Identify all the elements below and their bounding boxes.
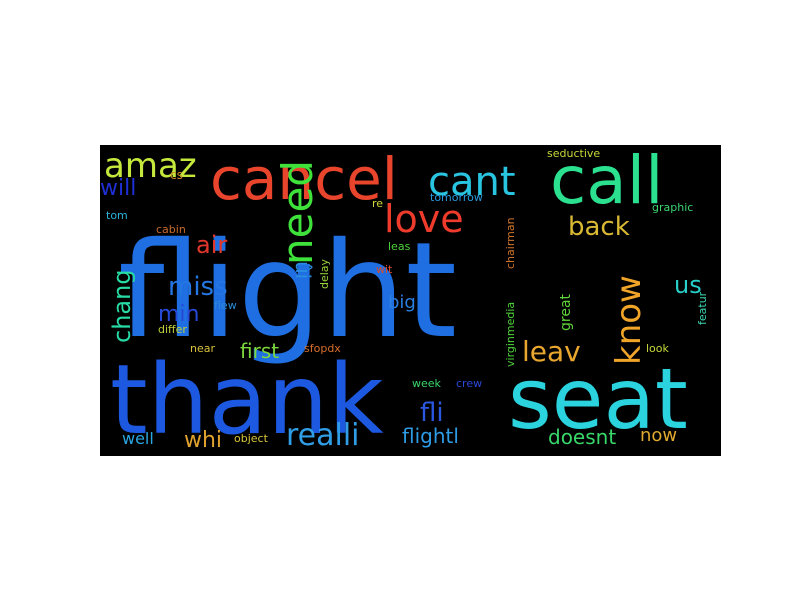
word-cancel: cancel bbox=[210, 145, 398, 213]
word-seductive: seductive bbox=[547, 147, 600, 160]
word-great: great bbox=[558, 293, 574, 331]
word-flight: flight bbox=[118, 214, 457, 368]
word-cloud: flight thank seat cancel call cant need love ama… bbox=[100, 145, 721, 456]
word-sfopdx: sfopdx bbox=[304, 342, 341, 355]
word-doesnt: doesnt bbox=[548, 425, 616, 449]
word-re: re bbox=[372, 197, 383, 210]
word-object: object bbox=[234, 432, 269, 445]
word-flightl: flightl bbox=[402, 424, 459, 448]
word-near: near bbox=[190, 342, 215, 355]
word-delay: delay bbox=[318, 258, 331, 289]
word-differ: differ bbox=[158, 323, 187, 336]
word-cant: cant bbox=[428, 159, 516, 205]
word-i: ûi bbox=[291, 261, 315, 279]
word-fli: fli bbox=[420, 398, 444, 428]
word-wit: wit bbox=[376, 263, 393, 276]
word-love: love bbox=[384, 197, 464, 241]
word-big: big bbox=[388, 292, 416, 313]
word-graphic: graphic bbox=[652, 201, 693, 214]
word-realli: realli bbox=[286, 418, 360, 453]
word-air: air bbox=[196, 231, 227, 259]
word-cloud-background bbox=[100, 145, 721, 456]
word-need: need bbox=[273, 160, 322, 265]
word-cabin: cabin bbox=[156, 223, 186, 236]
word-featur: featur bbox=[696, 291, 709, 325]
word-leas: leas bbox=[388, 240, 411, 253]
word-miss: miss bbox=[168, 272, 228, 302]
word-look: look bbox=[646, 342, 670, 355]
word-first: first bbox=[240, 339, 279, 363]
word-chairman: chairman bbox=[504, 217, 517, 269]
word-virginmedia: virginmedia bbox=[504, 302, 517, 367]
word-chang: chang bbox=[108, 269, 136, 343]
word-call: call bbox=[550, 145, 663, 219]
word-crew: crew bbox=[456, 377, 482, 390]
word-tom: tom bbox=[106, 209, 128, 222]
word-week: week bbox=[412, 377, 442, 390]
word-tomorrow: tomorrow bbox=[430, 191, 483, 204]
word-flew: flew bbox=[214, 299, 237, 312]
word-cs: cs bbox=[170, 168, 183, 182]
word-amaz: amaz bbox=[104, 146, 197, 186]
word-leav: leav bbox=[522, 335, 581, 368]
word-thank: thank bbox=[110, 344, 384, 456]
word-know: know bbox=[609, 275, 649, 365]
word-whi: whi bbox=[184, 428, 222, 453]
word-well: well bbox=[122, 429, 154, 448]
word-us: us bbox=[674, 271, 702, 299]
word-min: min bbox=[158, 302, 200, 327]
word-will: will bbox=[100, 176, 136, 201]
word-back: back bbox=[568, 212, 630, 242]
word-now: now bbox=[640, 425, 677, 446]
word-seat: seat bbox=[508, 350, 688, 448]
